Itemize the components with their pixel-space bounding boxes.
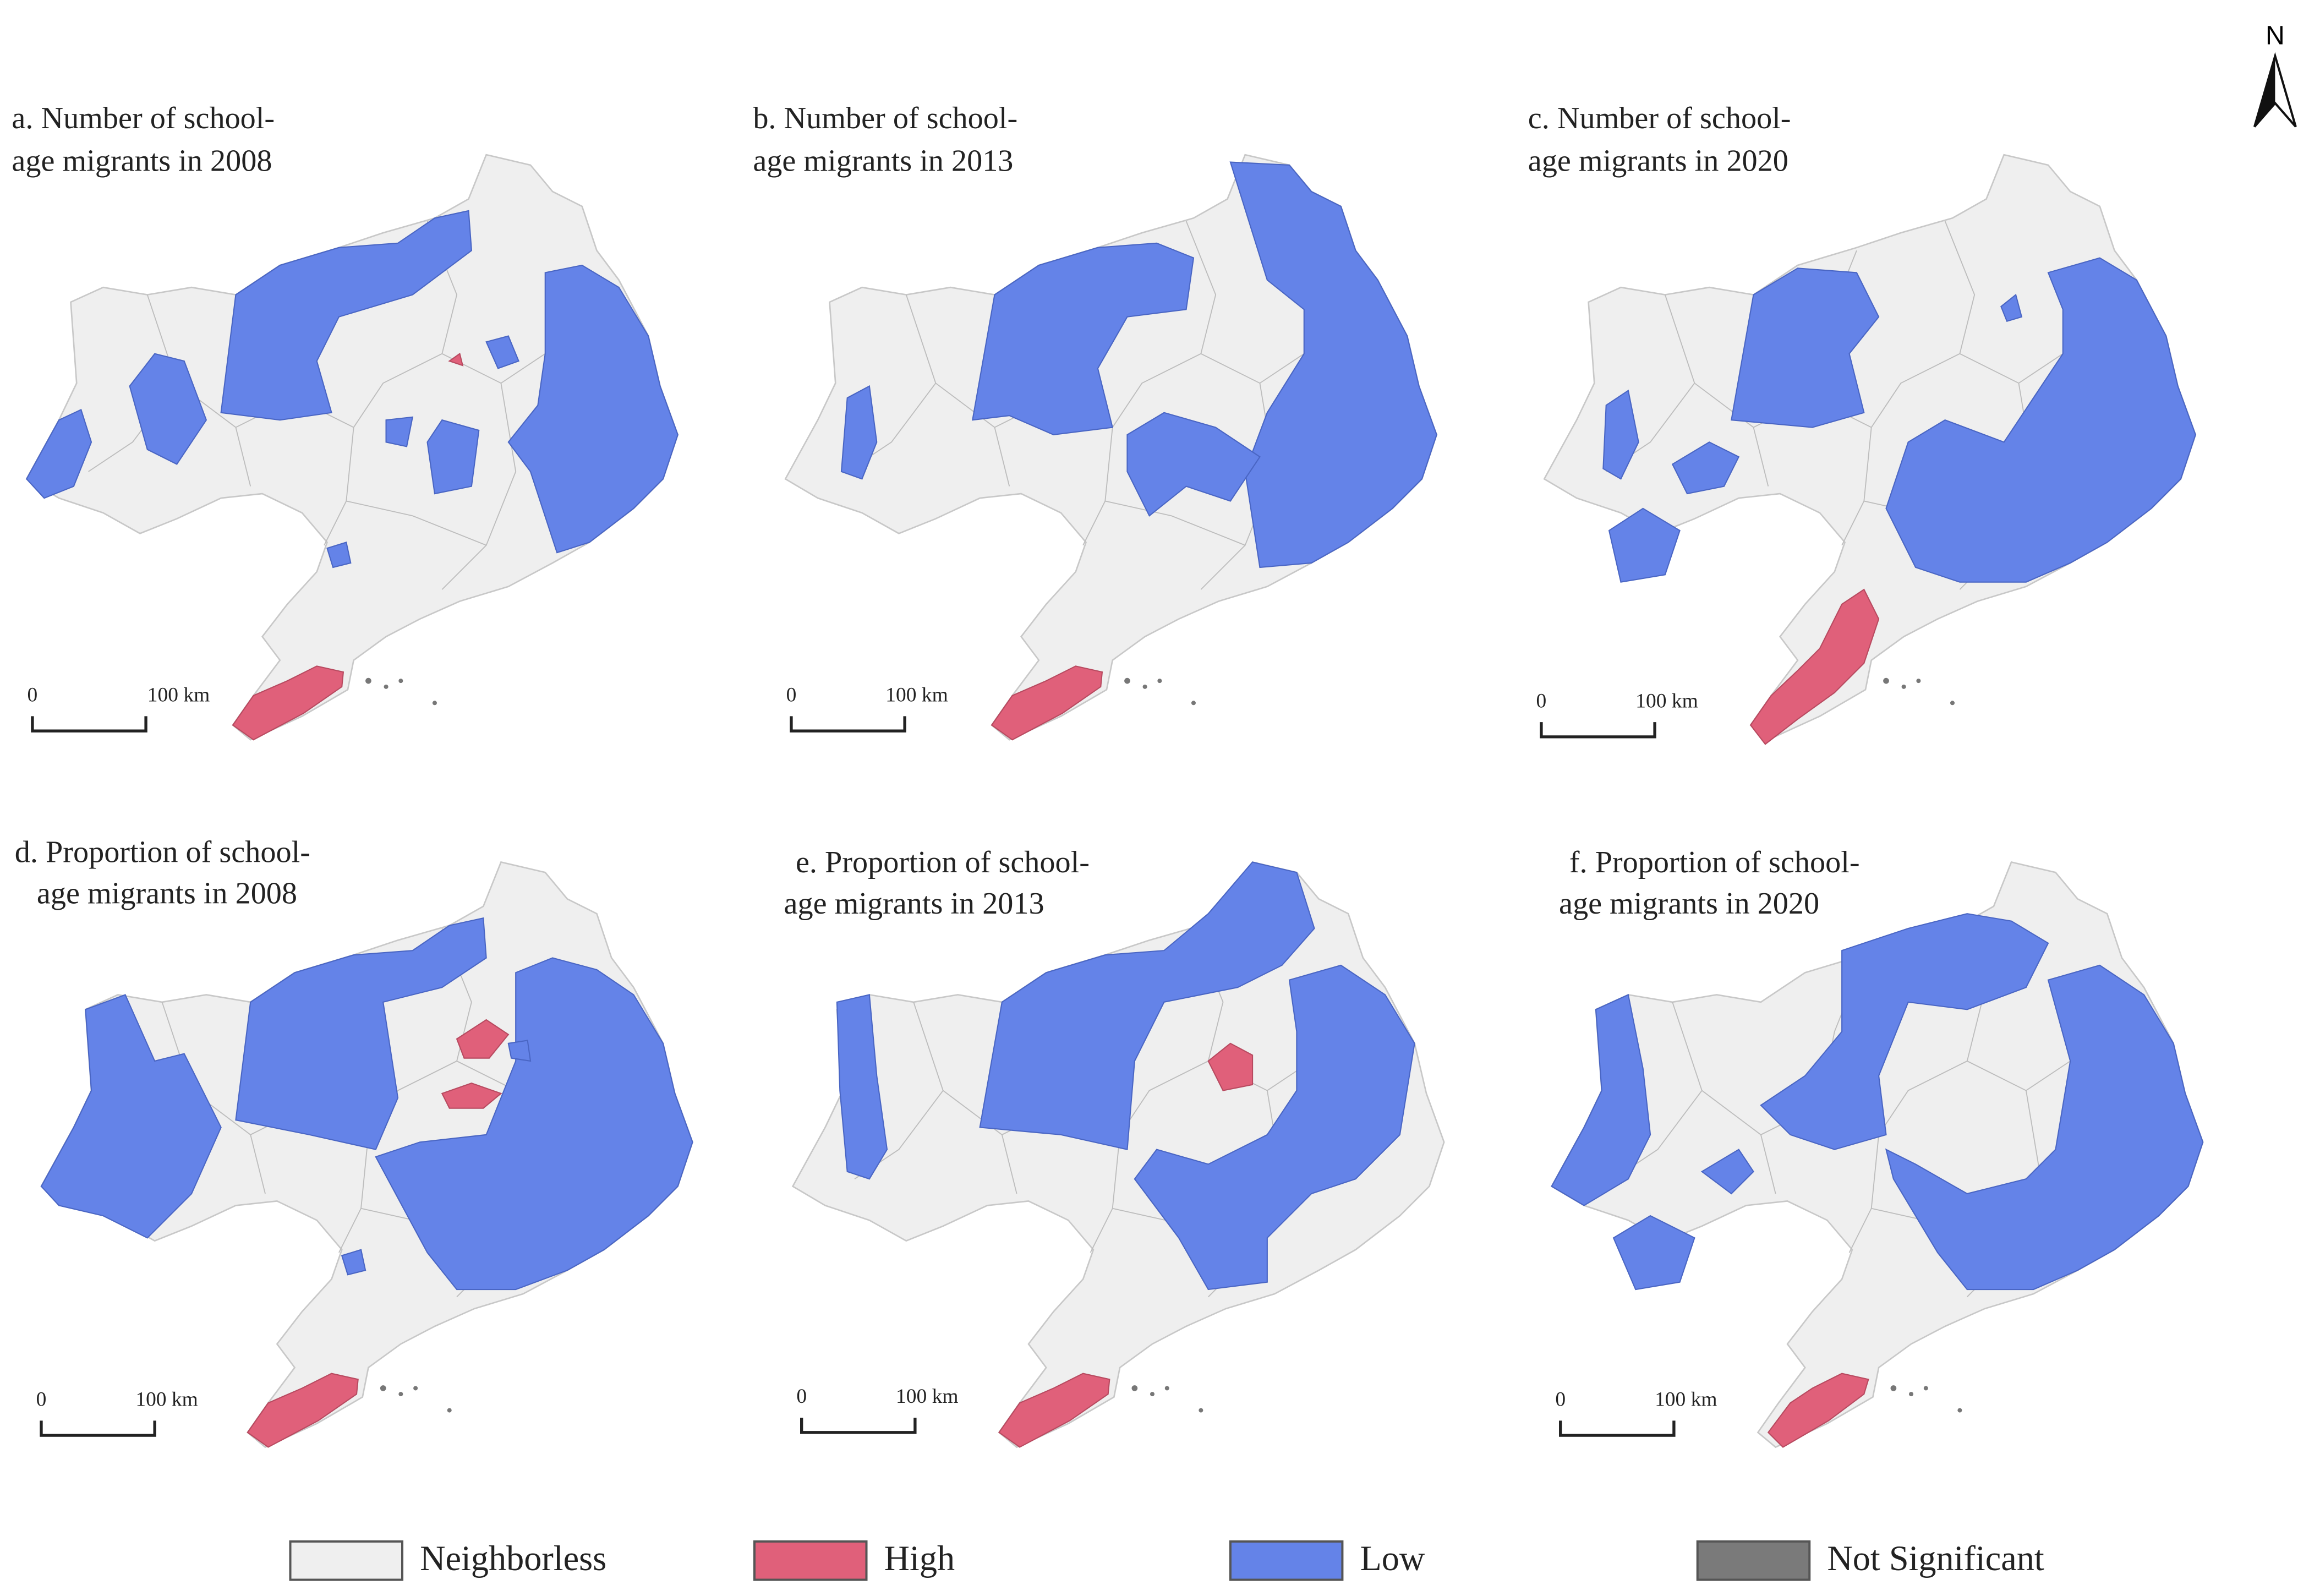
scale-end: 100 km	[885, 684, 948, 707]
scale-line	[790, 716, 906, 733]
map-panel: b. Number of school- age migrants in 201…	[753, 101, 1438, 741]
low-cluster	[2000, 293, 2023, 323]
panel-title: a. Number of school-	[12, 101, 275, 135]
scale-start: 0	[1555, 1389, 1566, 1411]
islands	[365, 677, 437, 706]
map-panel: e. Proportion of school- age migrants in…	[784, 845, 1445, 1448]
islands	[380, 1385, 452, 1413]
scale-bar: 0 100 km	[36, 1389, 198, 1437]
legend-label: Low	[1360, 1539, 1425, 1578]
scale-line	[1540, 722, 1656, 739]
islands	[1883, 677, 1955, 706]
map-panel: f. Proportion of school- age migrants in…	[1551, 845, 2204, 1448]
north-label: N	[2266, 20, 2285, 50]
scale-end: 100 km	[1635, 690, 1698, 712]
high-cluster	[1207, 1042, 1254, 1091]
legend: Neighborless High Low Not Significant	[289, 1539, 2044, 1581]
map-panel: c. Number of school- age migrants in 202…	[1528, 101, 2197, 745]
legend-label: Neighborless	[420, 1539, 606, 1578]
panel-title: b. Number of school-	[753, 101, 1017, 135]
scale-start: 0	[1536, 690, 1547, 712]
low-cluster	[836, 994, 888, 1180]
low-cluster	[25, 408, 92, 499]
panel-title: age migrants in 2020	[1559, 887, 1819, 921]
scale-bar: 0 100 km	[1555, 1389, 1717, 1437]
scale-start: 0	[28, 684, 38, 707]
legend-swatch	[289, 1540, 404, 1581]
scale-line	[800, 1417, 917, 1434]
low-cluster	[1126, 412, 1261, 517]
low-cluster	[1885, 257, 2196, 583]
panel-title: age migrants in 2013	[753, 144, 1013, 178]
low-cluster	[1885, 964, 2204, 1291]
map-panel: d. Proportion of school- age migrants in…	[15, 835, 693, 1448]
low-cluster	[1602, 389, 1740, 583]
low-cluster	[971, 242, 1195, 436]
high-cluster	[1767, 1373, 1869, 1448]
low-cluster	[341, 1040, 532, 1276]
panel-title: age migrants in 2008	[12, 144, 272, 178]
scale-bar: 0 100 km	[786, 684, 948, 733]
low-cluster	[326, 335, 519, 569]
islands	[1131, 1385, 1203, 1413]
low-cluster	[385, 416, 480, 495]
scale-line	[40, 1420, 156, 1437]
scale-start: 0	[786, 684, 797, 707]
panel-title: c. Number of school-	[1528, 101, 1791, 135]
scale-line	[31, 716, 147, 733]
panel-title: age migrants in 2020	[1528, 144, 1788, 178]
low-cluster	[220, 210, 472, 421]
scale-start: 0	[796, 1385, 807, 1408]
islands	[1890, 1385, 1962, 1413]
legend-label: Not Significant	[1827, 1539, 2044, 1578]
legend-swatch	[1229, 1540, 1344, 1581]
scale-bar: 0 100 km	[796, 1385, 959, 1434]
legend-label: High	[884, 1539, 955, 1578]
low-cluster	[840, 385, 878, 480]
scale-start: 0	[36, 1389, 47, 1411]
high-cluster	[441, 1019, 510, 1109]
high-cluster	[1749, 588, 1880, 745]
low-cluster	[979, 861, 1315, 1150]
panel-title: age migrants in 2013	[784, 887, 1044, 921]
scale-bar: 0 100 km	[28, 684, 210, 733]
low-cluster	[40, 994, 222, 1239]
scale-line	[1559, 1420, 1676, 1437]
high-cluster	[448, 352, 464, 367]
scale-end: 100 km	[147, 684, 210, 707]
panel-title: f. Proportion of school-	[1569, 845, 1860, 879]
low-cluster	[1134, 964, 1415, 1291]
low-cluster	[129, 353, 207, 465]
panel-title: age migrants in 2008	[37, 876, 297, 910]
low-cluster	[1760, 913, 2049, 1150]
panel-title: e. Proportion of school-	[796, 845, 1090, 879]
low-cluster	[235, 917, 487, 1150]
low-cluster	[1731, 267, 1880, 428]
scale-end: 100 km	[1655, 1389, 1717, 1411]
low-cluster	[375, 957, 693, 1291]
legend-swatch	[1696, 1540, 1811, 1581]
islands	[1124, 677, 1196, 706]
low-cluster	[1229, 161, 1437, 569]
north-arrow-fill	[2254, 56, 2275, 127]
legend-swatch	[753, 1540, 868, 1581]
panel-title: d. Proportion of school-	[15, 835, 310, 869]
low-cluster	[507, 264, 679, 554]
map-panel: a. Number of school- age migrants in 200…	[12, 101, 679, 741]
scale-end: 100 km	[896, 1385, 958, 1408]
scale-bar: 0 100 km	[1536, 690, 1698, 739]
low-cluster	[1551, 993, 1754, 1291]
scale-end: 100 km	[135, 1389, 198, 1411]
